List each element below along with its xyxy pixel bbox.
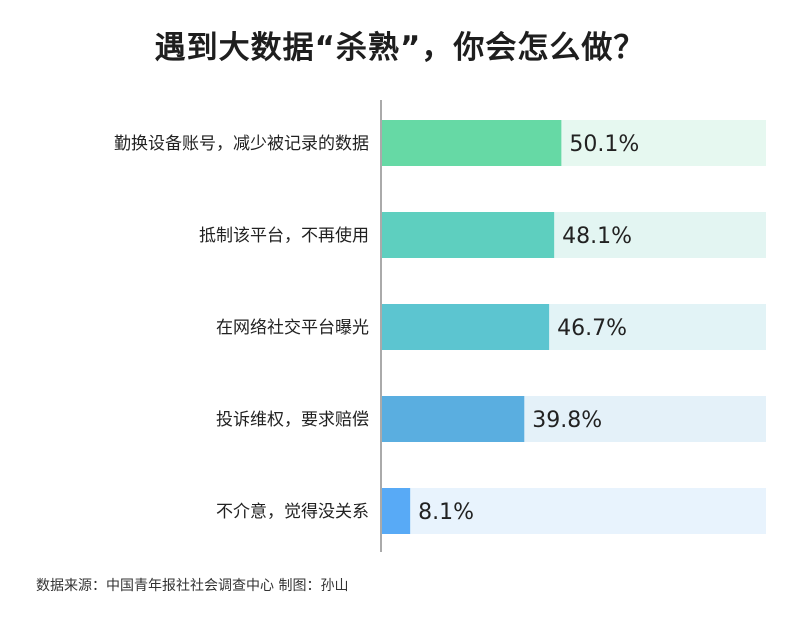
value-label: 39.8% [532,408,602,433]
chart-title: 遇到大数据“杀熟”，你会怎么做？ [154,30,646,66]
category-label: 投诉维权，要求赔偿 [216,410,369,430]
bar [381,120,562,166]
bar [381,212,555,258]
bar-track [381,488,766,534]
bar [381,488,411,534]
bar [381,396,525,442]
value-label: 50.1% [569,132,639,157]
value-label: 8.1% [418,500,474,525]
value-label: 46.7% [557,316,627,341]
category-label: 在网络社交平台曝光 [216,318,369,338]
category-label: 勤换设备账号，减少被记录的数据 [114,134,369,154]
source-note: 数据来源：中国青年报社社会调查中心 制图：孙山 [36,578,349,594]
category-label: 不介意，觉得没关系 [216,502,369,522]
category-label: 抵制该平台，不再使用 [199,225,369,246]
bar [381,304,550,350]
value-label: 48.1% [562,224,632,249]
